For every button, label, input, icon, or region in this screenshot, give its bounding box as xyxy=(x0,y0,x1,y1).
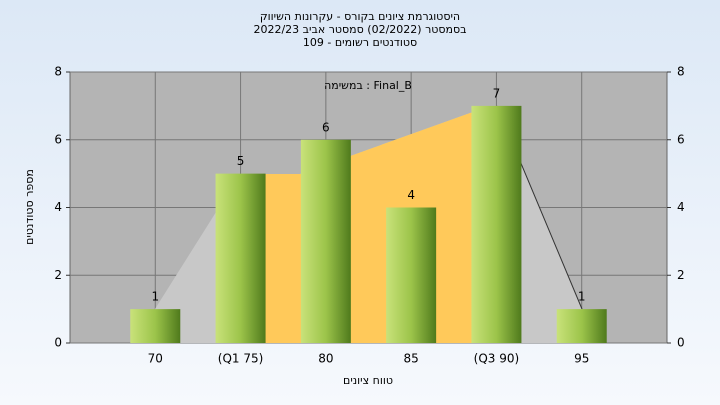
data-label: 1 xyxy=(578,290,586,304)
y2-tick-label: 8 xyxy=(677,65,685,79)
x-tick-label: 85 xyxy=(404,352,419,366)
y-tick-label: 6 xyxy=(54,132,62,146)
y2-tick-label: 2 xyxy=(677,268,685,282)
y-tick-label: 0 xyxy=(54,336,62,350)
y-tick-label: 4 xyxy=(54,200,62,214)
y2-tick-label: 0 xyxy=(677,336,685,350)
bar xyxy=(556,309,607,343)
data-label: 6 xyxy=(322,120,330,134)
y2-tick-label: 6 xyxy=(677,132,685,146)
y2-tick-label: 4 xyxy=(677,200,685,214)
x-tick-label: (Q1 75) xyxy=(218,352,264,366)
x-tick-label: 80 xyxy=(318,352,333,366)
x-tick-label: 70 xyxy=(148,352,163,366)
data-label: 1 xyxy=(151,290,159,304)
legend-text: במשימה : Final_B xyxy=(324,79,412,92)
y-tick-label: 8 xyxy=(54,65,62,79)
data-label: 4 xyxy=(407,188,415,202)
data-label: 5 xyxy=(237,154,245,168)
y-tick-label: 2 xyxy=(54,268,62,282)
bar xyxy=(386,207,437,343)
bar xyxy=(300,139,351,343)
x-tick-label: 95 xyxy=(574,352,589,366)
data-label: 7 xyxy=(493,86,501,100)
bar xyxy=(130,309,181,343)
x-tick-label: (Q3 90) xyxy=(474,352,520,366)
x-axis-label: טווח ציונים xyxy=(343,374,393,387)
chart-subtitle: בסמסטר (02/2022) סמסטר אביב 2022/23 xyxy=(253,23,466,36)
bar xyxy=(215,173,266,343)
chart-subtitle: סטודנטים רשומים - 109 xyxy=(303,36,417,49)
bar xyxy=(471,105,522,343)
y-axis-label: מספר סטודנטים xyxy=(23,169,36,245)
chart-title: היסטוגרמת ציונים בקורס - עקרונות השיווק xyxy=(260,10,460,23)
